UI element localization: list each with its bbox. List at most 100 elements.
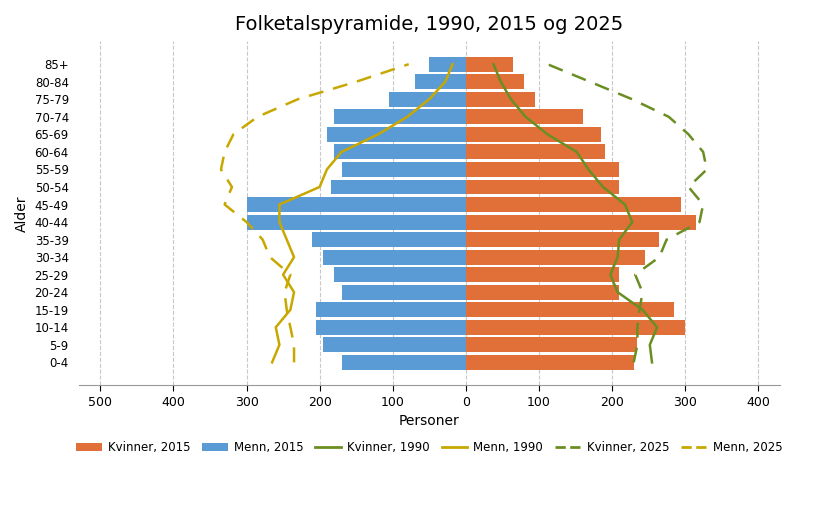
Bar <box>465 74 524 89</box>
Kvinner, 1990 <box>506 96 516 103</box>
Line: Menn, 1990: Menn, 1990 <box>272 64 453 362</box>
Menn, 1990 <box>402 113 412 120</box>
Kvinner, 1990 <box>645 342 655 348</box>
Kvinner, 1990 <box>614 236 624 243</box>
Bar <box>334 109 465 124</box>
Line: Kvinner, 1990: Kvinner, 1990 <box>494 64 657 362</box>
Menn, 1990 <box>274 201 284 208</box>
Kvinner, 1990 <box>543 131 553 138</box>
Kvinner, 1990 <box>496 78 506 85</box>
Kvinner, 2025 <box>543 61 553 67</box>
Menn, 2025 <box>404 61 414 67</box>
Menn, 2025 <box>216 166 226 173</box>
Menn, 2025 <box>219 201 229 208</box>
Bar <box>342 285 465 300</box>
Kvinner, 2025 <box>698 149 708 155</box>
Menn, 2025 <box>282 306 292 313</box>
Menn, 1990 <box>440 78 450 85</box>
Menn, 1990 <box>274 342 284 348</box>
Menn, 2025 <box>253 113 263 120</box>
Menn, 1990 <box>278 271 288 278</box>
Kvinner, 2025 <box>632 342 642 348</box>
Bar <box>316 302 465 317</box>
Bar <box>323 337 465 353</box>
Kvinner, 2025 <box>684 184 694 190</box>
Line: Kvinner, 2025: Kvinner, 2025 <box>548 64 707 362</box>
Bar <box>334 267 465 282</box>
Menn, 2025 <box>293 96 302 103</box>
Bar <box>465 162 619 177</box>
Bar <box>465 127 601 142</box>
Bar <box>429 57 465 72</box>
Bar <box>465 197 681 212</box>
Bar <box>389 92 465 107</box>
Kvinner, 1990 <box>652 324 662 331</box>
Kvinner, 1990 <box>489 61 499 67</box>
Bar <box>312 232 465 247</box>
Bar <box>465 267 619 282</box>
Bar <box>465 285 619 300</box>
Bar <box>247 214 465 230</box>
Kvinner, 2025 <box>629 359 639 366</box>
Kvinner, 1990 <box>583 166 593 173</box>
Menn, 2025 <box>285 324 295 331</box>
Bar <box>465 179 619 195</box>
Menn, 2025 <box>258 236 268 243</box>
Kvinner, 2025 <box>702 166 712 173</box>
Bar <box>465 92 535 107</box>
Bar <box>465 355 634 370</box>
Menn, 2025 <box>279 289 289 295</box>
Y-axis label: Alder: Alder <box>15 195 29 232</box>
Menn, 1990 <box>274 219 284 225</box>
Menn, 2025 <box>289 359 299 366</box>
Kvinner, 1990 <box>620 201 630 208</box>
Menn, 2025 <box>265 254 275 260</box>
Menn, 1990 <box>271 324 281 331</box>
Menn, 1990 <box>373 131 383 138</box>
Kvinner, 1990 <box>612 289 622 295</box>
Menn, 2025 <box>242 219 252 225</box>
Kvinner, 2025 <box>585 78 595 85</box>
Bar <box>247 197 465 212</box>
X-axis label: Personer: Personer <box>399 414 460 428</box>
Menn, 2025 <box>227 184 237 190</box>
Kvinner, 2025 <box>637 289 647 295</box>
Bar <box>342 162 465 177</box>
Bar <box>465 249 645 265</box>
Bar <box>342 355 465 370</box>
Kvinner, 2025 <box>635 306 645 313</box>
Bar <box>415 74 465 89</box>
Menn, 1990 <box>322 166 332 173</box>
Menn, 2025 <box>352 78 361 85</box>
Bar <box>465 144 604 160</box>
Bar <box>465 337 637 353</box>
Menn, 2025 <box>289 342 299 348</box>
Bar <box>316 320 465 335</box>
Bar <box>465 57 514 72</box>
Bar <box>465 302 674 317</box>
Menn, 1990 <box>337 149 347 155</box>
Kvinner, 1990 <box>627 219 637 225</box>
Menn, 1990 <box>267 359 277 366</box>
Bar <box>465 232 659 247</box>
Kvinner, 1990 <box>598 184 608 190</box>
Kvinner, 2025 <box>695 219 705 225</box>
Kvinner, 2025 <box>684 131 694 138</box>
Bar <box>465 109 583 124</box>
Kvinner, 2025 <box>698 201 708 208</box>
Kvinner, 2025 <box>661 236 671 243</box>
Kvinner, 2025 <box>632 324 642 331</box>
Menn, 1990 <box>289 289 299 295</box>
Kvinner, 1990 <box>521 113 531 120</box>
Menn, 1990 <box>448 61 458 67</box>
Kvinner, 1990 <box>605 271 615 278</box>
Kvinner, 2025 <box>630 271 640 278</box>
Menn, 1990 <box>285 306 295 313</box>
Bar <box>334 144 465 160</box>
Bar <box>327 127 465 142</box>
Menn, 2025 <box>285 271 295 278</box>
Bar <box>465 320 685 335</box>
Bar <box>323 249 465 265</box>
Menn, 2025 <box>229 131 238 138</box>
Kvinner, 2025 <box>664 113 674 120</box>
